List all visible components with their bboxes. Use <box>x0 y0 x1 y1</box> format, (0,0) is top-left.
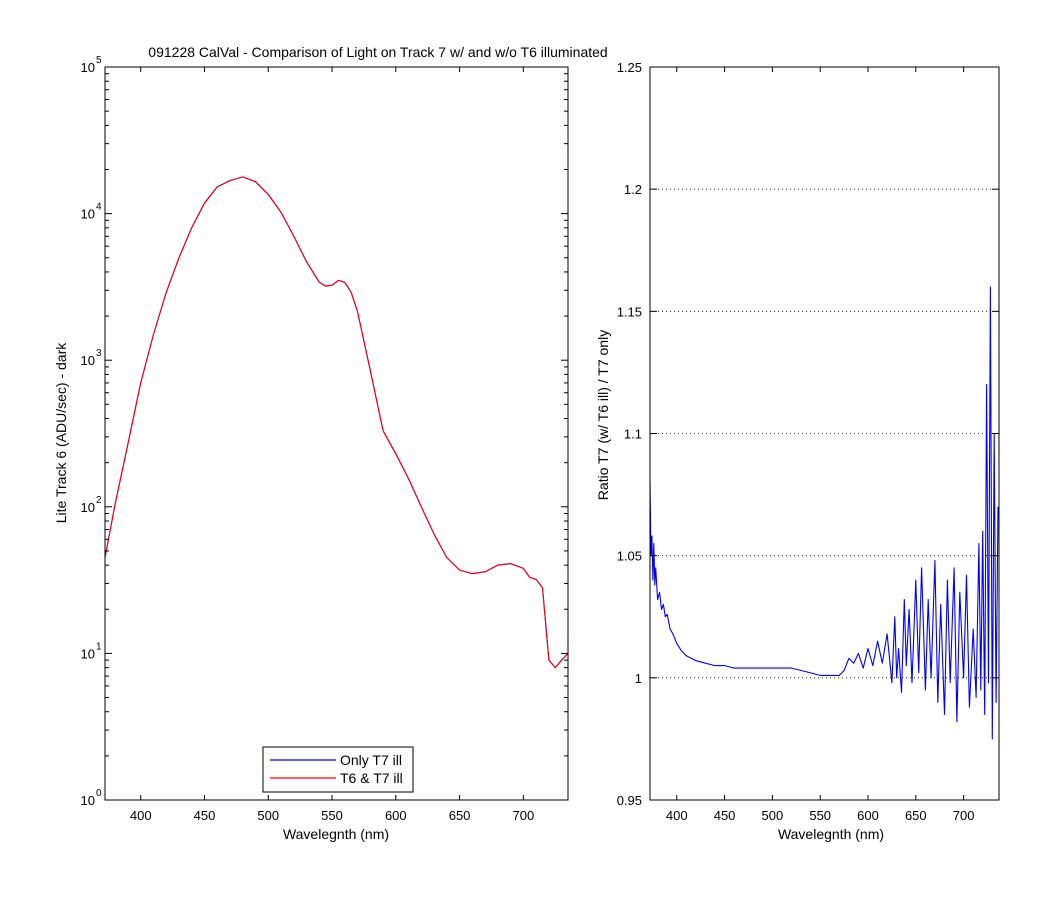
right-y-tick-label: 1.25 <box>617 60 642 75</box>
series-line-ratio <box>649 286 999 740</box>
right-x-tick-label: 500 <box>762 808 784 823</box>
left-x-tick-label: 450 <box>194 808 216 823</box>
right-y-tick-label: 1.15 <box>617 304 642 319</box>
left-y-tick-exponent: 2 <box>96 495 102 506</box>
left-y-tick-exponent: 5 <box>96 55 102 66</box>
legend-box <box>262 746 414 793</box>
series-line-t6-t7 <box>104 176 569 669</box>
left-plot-y-axis-label: Lite Track 6 (ADU/sec) - dark <box>53 342 69 523</box>
right-y-tick-label: 1 <box>635 671 642 686</box>
right-plot-x-axis-label: Wavelegnth (nm) <box>778 826 884 842</box>
right-x-tick-label: 700 <box>953 808 975 823</box>
left-y-tick-exponent: 3 <box>96 348 102 359</box>
right-x-tick-label: 400 <box>666 808 688 823</box>
figure-title: 091228 CalVal - Comparison of Light on T… <box>148 44 607 60</box>
left-plot-frame <box>104 66 569 801</box>
right-x-tick-label: 600 <box>857 808 879 823</box>
right-y-tick-label: 1.2 <box>624 182 642 197</box>
legend: Only T7 ill T6 & T7 ill <box>262 746 414 793</box>
right-plot-y-axis-label: Ratio T7 (w/ T6 ill) / T7 only <box>595 330 611 500</box>
right-y-tick-label: 1.05 <box>617 549 642 564</box>
right-x-tick-label: 450 <box>714 808 736 823</box>
right-y-tick-label: 0.95 <box>617 793 642 808</box>
right-plot-series <box>649 286 999 740</box>
left-plot-x-axis-label: Wavelegnth (nm) <box>283 826 389 842</box>
left-y-tick-label: 10 <box>81 500 95 515</box>
right-y-tick-label: 1.1 <box>624 427 642 442</box>
left-y-tick-label: 10 <box>81 793 95 808</box>
right-plot: 0.95 1 1.05 1.1 1.15 1.2 1.25 400 450 500 550 600 65… <box>595 60 1000 842</box>
left-y-tick-exponent: 4 <box>96 202 102 213</box>
left-x-tick-label: 650 <box>449 808 471 823</box>
left-x-tick-label: 550 <box>321 808 343 823</box>
left-x-tick-label: 700 <box>513 808 535 823</box>
left-plot-series <box>104 176 569 669</box>
left-plot-area <box>105 67 568 800</box>
left-y-tick-label: 10 <box>81 207 95 222</box>
left-y-tick-label: 10 <box>81 60 95 75</box>
left-x-tick-label: 500 <box>257 808 279 823</box>
right-x-tick-label: 650 <box>905 808 927 823</box>
right-plot-ticks: 0.95 1 1.05 1.1 1.15 1.2 1.25 400 450 500 550 600 65… <box>617 60 999 823</box>
legend-label-t6-t7: T6 & T7 ill <box>340 770 403 786</box>
right-x-tick-label: 550 <box>809 808 831 823</box>
left-y-tick-label: 10 <box>81 646 95 661</box>
right-plot-area <box>650 67 999 800</box>
left-y-tick-exponent: 1 <box>96 641 102 652</box>
left-x-tick-label: 400 <box>130 808 152 823</box>
left-y-tick-label: 10 <box>81 353 95 368</box>
legend-label-only-t7: Only T7 ill <box>340 752 402 768</box>
left-y-tick-exponent: 0 <box>96 788 102 799</box>
left-x-tick-label: 600 <box>385 808 407 823</box>
